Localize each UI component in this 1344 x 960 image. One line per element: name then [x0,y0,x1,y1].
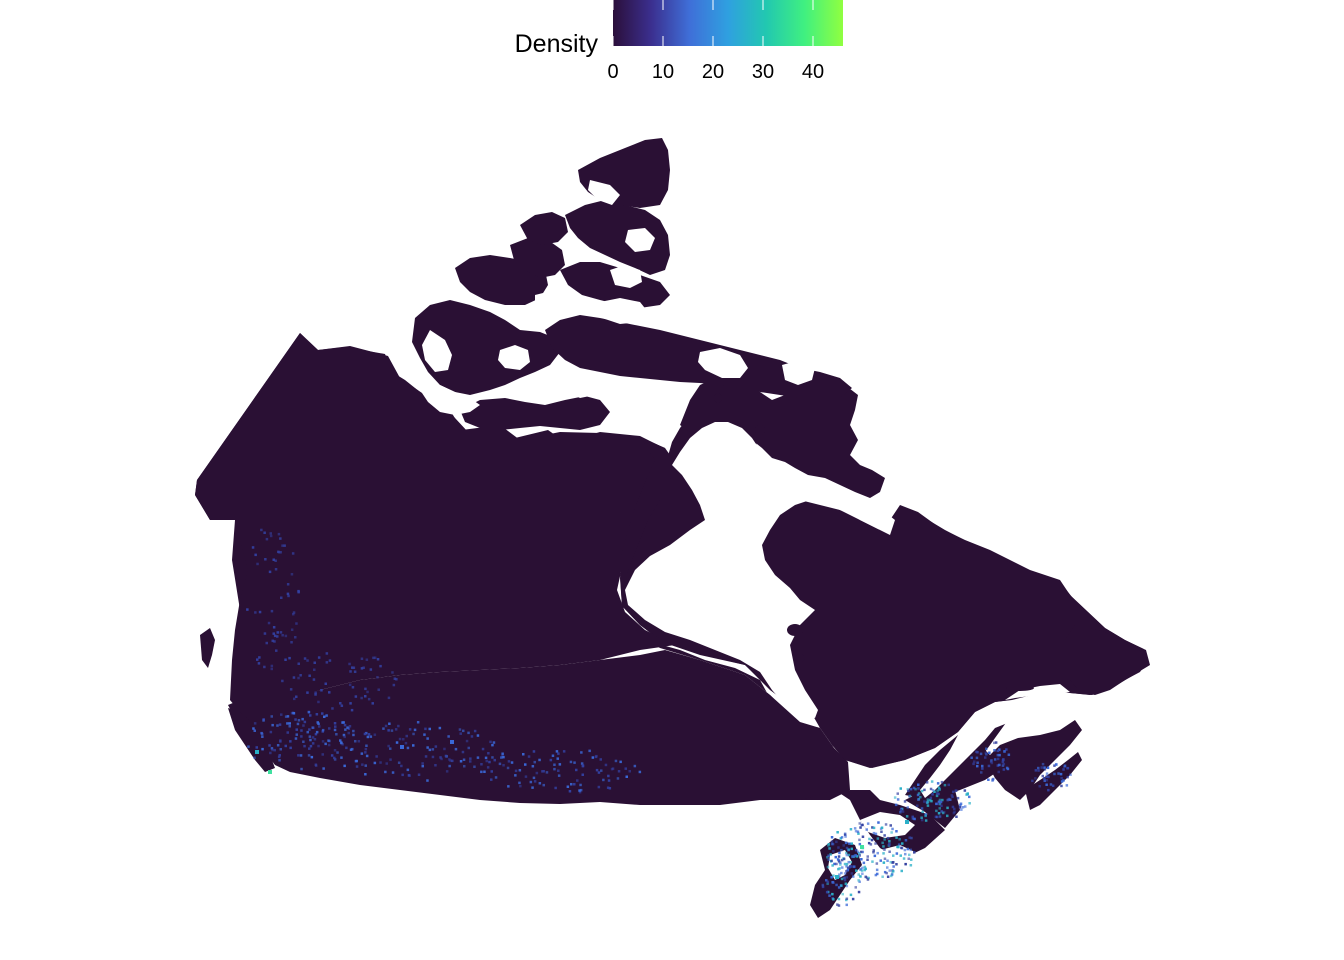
legend: Density 0 10 20 30 40 [515,0,843,83]
water-body [860,812,915,838]
legend-ticks: 0 10 20 30 40 [607,0,824,83]
water-body [420,385,480,415]
water-body [560,372,600,398]
legend-title: Density [515,30,599,58]
land-region [228,650,850,805]
water-body [610,265,642,288]
lake [714,393,722,403]
land-region [460,396,610,430]
water-body [422,330,452,372]
water-body [498,345,530,370]
land-region [985,720,1082,800]
water-body [782,360,815,385]
island [787,624,803,636]
legend-tick-label: 30 [752,61,774,83]
water-body [920,698,1070,798]
island [1006,685,1034,691]
density-hotspots [246,528,1072,907]
water-body [535,290,575,315]
water-body [588,180,620,205]
water-body [760,478,890,525]
lake [737,401,753,419]
land-region [620,437,675,590]
water-body [698,348,748,378]
water-body [700,425,778,482]
island [795,654,805,662]
canada-map [195,138,1150,918]
legend-tick-label: 0 [607,61,618,83]
lake [755,425,765,435]
land-region [412,300,560,395]
land-region [578,138,670,208]
water-body [1005,684,1070,700]
land-region [1065,625,1148,695]
legend-tick-label: 20 [702,61,724,83]
legend-tick-label: 40 [802,61,824,83]
land-region [680,378,885,498]
water-body [625,228,655,252]
legend-colorbar [613,0,843,46]
land-region [565,200,670,275]
land-region [510,238,565,278]
land-region [545,315,852,400]
land-region [195,333,675,712]
land-region [520,212,568,245]
land-region [228,708,275,772]
land-region [1025,752,1082,810]
legend-tick-label: 10 [652,61,674,83]
water-body [612,388,672,425]
land-region [200,628,215,668]
water-body [600,298,648,324]
